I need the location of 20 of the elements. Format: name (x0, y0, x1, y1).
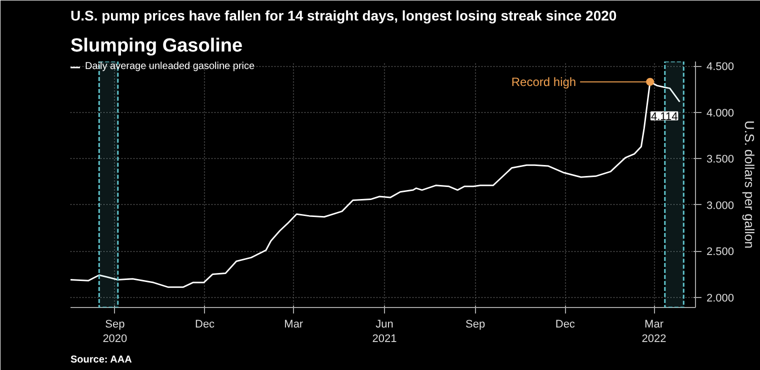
y-axis-title: U.S. dollars per gallon (742, 120, 758, 248)
y-tick-label: 3.000 (706, 200, 734, 212)
chart-title: Slumping Gasoline (70, 36, 243, 56)
x-tick-label: Dec (195, 318, 216, 330)
x-tick-label: Mar (284, 318, 304, 330)
y-tick-label: 2.500 (706, 246, 734, 258)
x-tick-label: Dec (555, 318, 576, 330)
annotation: 4.114 (650, 110, 678, 123)
y-tick-label: 4.000 (706, 107, 734, 120)
y-tick-label: 3.500 (706, 154, 734, 166)
x-tick-label: Sep (466, 318, 486, 330)
legend-label: Daily average unleaded gasoline price (85, 61, 255, 72)
x-tick-label: Sep 2020 (102, 318, 128, 345)
annotation: Record high (511, 74, 576, 89)
chart-subtitle: U.S. pump prices have fallen for 14 straight days, longest losing streak since 2020 (70, 8, 617, 24)
source-note: Source: AAA (70, 354, 132, 366)
x-tick-label: Mar 2022 (642, 318, 666, 345)
x-tick-label: Jun 2021 (372, 318, 397, 345)
y-tick-label: 4.500 (706, 61, 734, 74)
y-tick-label: 2.000 (706, 292, 734, 304)
